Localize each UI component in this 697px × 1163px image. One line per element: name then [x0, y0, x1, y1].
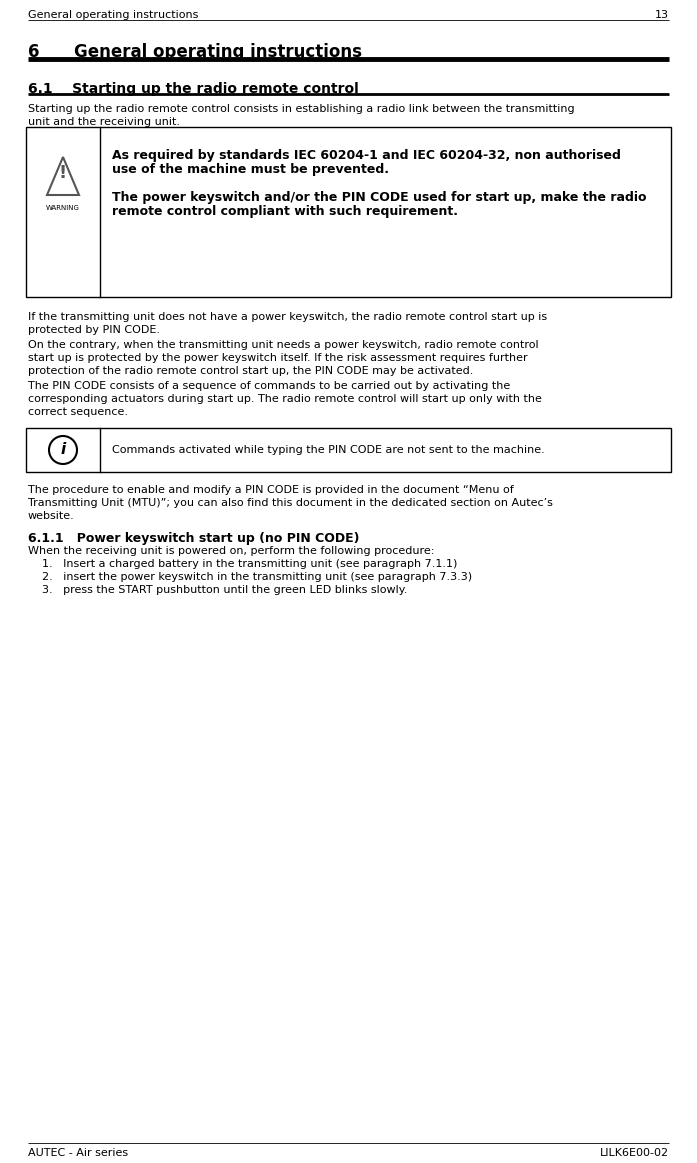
Text: 13: 13	[655, 10, 669, 20]
Text: correct sequence.: correct sequence.	[28, 407, 128, 418]
Bar	[26, 127, 671, 297]
Bar	[26, 428, 671, 472]
Text: When the receiving unit is powered on, perform the following procedure:: When the receiving unit is powered on, p…	[28, 545, 434, 556]
Text: General operating instructions: General operating instructions	[28, 10, 199, 20]
Text: On the contrary, when the transmitting unit needs a power keyswitch, radio remot: On the contrary, when the transmitting u…	[28, 340, 539, 350]
Text: LILK6E00-02: LILK6E00-02	[600, 1148, 669, 1158]
Text: If the transmitting unit does not have a power keyswitch, the radio remote contr: If the transmitting unit does not have a…	[28, 312, 547, 322]
Text: 1.   Insert a charged battery in the transmitting unit (see paragraph 7.1.1): 1. Insert a charged battery in the trans…	[42, 559, 457, 569]
Text: website.: website.	[28, 511, 75, 521]
Text: unit and the receiving unit.: unit and the receiving unit.	[28, 117, 180, 127]
Text: use of the machine must be prevented.: use of the machine must be prevented.	[112, 163, 389, 176]
Text: !: !	[59, 164, 67, 181]
Text: 6.1.1   Power keyswitch start up (no PIN CODE): 6.1.1 Power keyswitch start up (no PIN C…	[28, 531, 360, 545]
Text: corresponding actuators during start up. The radio remote control will start up : corresponding actuators during start up.…	[28, 394, 542, 404]
Text: The power keyswitch and/or the PIN CODE used for start up, make the radio: The power keyswitch and/or the PIN CODE …	[112, 191, 647, 204]
Text: As required by standards IEC 60204-1 and IEC 60204-32, non authorised: As required by standards IEC 60204-1 and…	[112, 149, 621, 162]
Text: Commands activated while typing the PIN CODE are not sent to the machine.: Commands activated while typing the PIN …	[112, 445, 545, 455]
Text: start up is protected by the power keyswitch itself. If the risk assessment requ: start up is protected by the power keysw…	[28, 354, 528, 363]
Text: remote control compliant with such requirement.: remote control compliant with such requi…	[112, 205, 458, 217]
Text: Transmitting Unit (MTU)”; you can also find this document in the dedicated secti: Transmitting Unit (MTU)”; you can also f…	[28, 498, 553, 508]
Text: protection of the radio remote control start up, the PIN CODE may be activated.: protection of the radio remote control s…	[28, 366, 473, 376]
Text: WARNING: WARNING	[46, 205, 80, 211]
Text: i: i	[61, 442, 66, 457]
Text: The PIN CODE consists of a sequence of commands to be carried out by activating : The PIN CODE consists of a sequence of c…	[28, 381, 510, 391]
Text: The procedure to enable and modify a PIN CODE is provided in the document “Menu : The procedure to enable and modify a PIN…	[28, 485, 514, 495]
Text: AUTEC - Air series: AUTEC - Air series	[28, 1148, 128, 1158]
Text: 6      General operating instructions: 6 General operating instructions	[28, 43, 362, 60]
Text: 3.   press the START pushbutton until the green LED blinks slowly.: 3. press the START pushbutton until the …	[42, 585, 407, 595]
Text: protected by PIN CODE.: protected by PIN CODE.	[28, 324, 160, 335]
Text: 6.1    Starting up the radio remote control: 6.1 Starting up the radio remote control	[28, 83, 359, 97]
Text: 2.   insert the power keyswitch in the transmitting unit (see paragraph 7.3.3): 2. insert the power keyswitch in the tra…	[42, 572, 472, 582]
Text: Starting up the radio remote control consists in establishing a radio link betwe: Starting up the radio remote control con…	[28, 104, 574, 114]
